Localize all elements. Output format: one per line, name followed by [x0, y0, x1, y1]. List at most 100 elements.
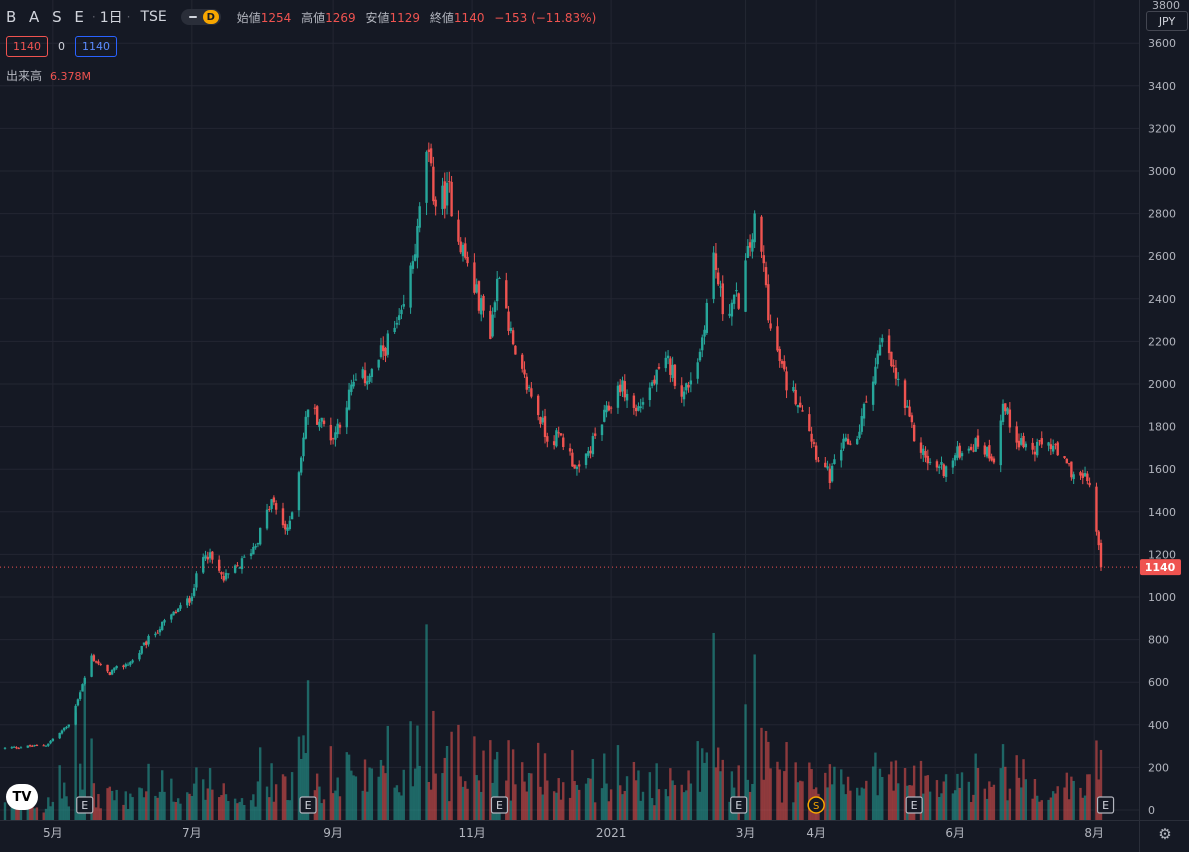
- volume-bar: [12, 804, 16, 820]
- candle-body: [910, 415, 914, 423]
- volume-bar: [701, 748, 704, 820]
- volume-bar: [938, 796, 941, 820]
- volume-bar: [459, 776, 462, 820]
- candle-body: [67, 724, 71, 727]
- volume-bar: [525, 791, 528, 820]
- candle-body: [505, 280, 508, 309]
- volume-bar: [142, 797, 146, 820]
- candle-body: [145, 641, 148, 646]
- volume-bar: [254, 806, 257, 820]
- volume-bar: [1017, 777, 1021, 820]
- candle-body: [687, 384, 690, 388]
- volume-bar: [956, 773, 959, 820]
- split-marker: [807, 796, 825, 814]
- gear-icon[interactable]: ⚙: [1158, 825, 1172, 843]
- candle-body: [828, 468, 832, 484]
- volume-bar: [892, 790, 895, 820]
- candle-body: [268, 508, 271, 510]
- price-tick-label: 2600: [1148, 250, 1176, 263]
- volume-bar: [824, 772, 827, 820]
- time-axis[interactable]: 5月 7月 9月 11月 2021 3月 4月 6月 8月: [0, 820, 1189, 841]
- volume-bar: [751, 783, 754, 820]
- price-tick-label: 2200: [1148, 335, 1176, 348]
- candle-body: [951, 460, 955, 468]
- price-axis[interactable]: 0 200 400 600 800 1000 1200 1400 1600 1800 2000 220…: [1139, 0, 1181, 852]
- volume-bar: [897, 783, 900, 820]
- volume-bar: [705, 752, 709, 820]
- candle-body: [591, 436, 595, 455]
- volume-bar: [1086, 774, 1089, 820]
- volume-bar: [842, 784, 845, 820]
- candle-body: [878, 344, 882, 356]
- volume-bar: [60, 798, 64, 820]
- candle-body: [568, 448, 572, 452]
- volume-bar: [855, 787, 859, 820]
- volume-bar: [858, 795, 861, 820]
- candle-body: [1063, 456, 1066, 459]
- volume-bar: [140, 788, 143, 820]
- candle-body: [887, 335, 891, 354]
- candle-body: [1054, 444, 1057, 446]
- candle-body: [703, 329, 706, 337]
- interval-label[interactable]: 1日: [99, 10, 123, 26]
- candle-body: [51, 738, 55, 741]
- price-tick-label: 1800: [1148, 421, 1176, 434]
- candle-body: [1006, 408, 1009, 414]
- volume-bar: [587, 777, 590, 820]
- volume-bar: [1038, 801, 1041, 820]
- volume-bar: [593, 802, 597, 820]
- volume-bar: [960, 772, 964, 820]
- volume-legend[interactable]: 出来高 6.378M: [6, 67, 91, 84]
- sell-price-box[interactable]: 1140: [6, 36, 48, 57]
- volume-bar: [767, 741, 770, 820]
- volume-bar: [124, 791, 127, 820]
- volume-bar: [188, 793, 191, 820]
- candle-body: [206, 556, 209, 560]
- candle-body: [578, 464, 581, 467]
- earnings-marker-label: E: [496, 799, 503, 812]
- candle-body: [270, 499, 273, 509]
- candle-body: [509, 327, 513, 331]
- volume-bar: [482, 750, 485, 820]
- candle-body: [650, 382, 654, 386]
- volume-bar: [1015, 755, 1018, 820]
- data-mode-toggle[interactable]: D: [180, 9, 221, 25]
- candle-body: [174, 611, 178, 614]
- candle-body: [523, 369, 526, 375]
- candle-body: [411, 261, 415, 269]
- candle-body: [156, 632, 159, 634]
- candle-body: [288, 520, 292, 530]
- candle-body: [876, 353, 879, 365]
- volume-bar: [379, 759, 383, 820]
- volume-bar: [110, 790, 114, 820]
- candle-body: [776, 326, 779, 351]
- volume-bar: [849, 790, 852, 820]
- candle-body: [115, 666, 118, 669]
- candle-body: [83, 677, 86, 684]
- volume-bar: [894, 760, 898, 820]
- volume-bar: [413, 768, 417, 820]
- symbol-name[interactable]: B A S E: [6, 8, 88, 26]
- candle-body: [682, 391, 686, 400]
- candle-body: [211, 551, 214, 560]
- buy-price-box[interactable]: 1140: [75, 36, 117, 57]
- candle-body: [855, 438, 859, 445]
- volume-bar: [1067, 799, 1071, 820]
- candle-body: [623, 381, 626, 398]
- volume-bar: [632, 761, 636, 820]
- volume-bar: [370, 768, 374, 820]
- candle-body: [65, 726, 68, 729]
- candle-body: [413, 254, 417, 261]
- candle-body: [584, 453, 588, 465]
- candle-body: [919, 442, 923, 453]
- candle-body: [562, 437, 565, 448]
- currency-button[interactable]: JPY: [1146, 11, 1188, 31]
- volume-bar: [974, 753, 977, 820]
- candle-body: [559, 433, 563, 436]
- volume-bar: [384, 773, 387, 820]
- candle-body: [409, 265, 412, 308]
- volume-bar: [409, 721, 412, 820]
- tradingview-logo[interactable]: TV: [6, 784, 38, 810]
- candle-body: [397, 315, 401, 321]
